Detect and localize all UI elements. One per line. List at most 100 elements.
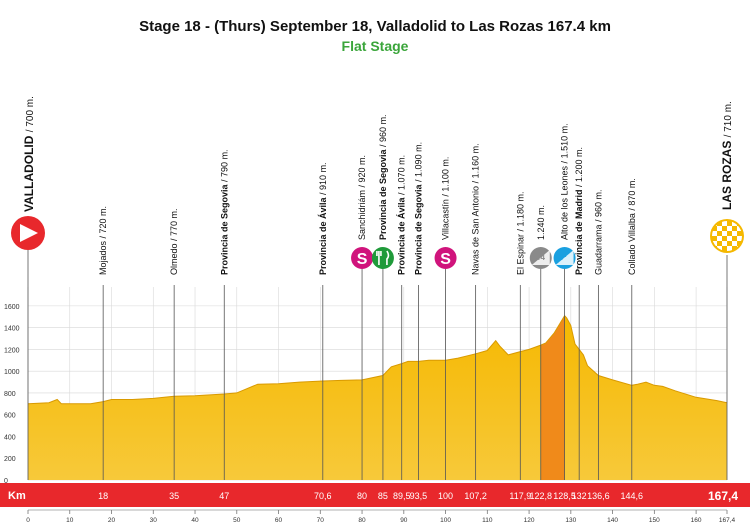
checker-square [717, 226, 722, 231]
waypoint-label: Provincia de Segovia / 1.090 m. [413, 142, 423, 275]
y-tick-label: 1200 [4, 347, 20, 354]
waypoint-label: Olmedo / 770 m. [169, 208, 179, 275]
cutlery-icon [376, 250, 390, 265]
y-axis: 0 200 400 600 800 1000 1200 1400 1600 [4, 304, 20, 485]
km-bar-background [0, 483, 750, 507]
waypoint-name: Provincia de Segovia [219, 182, 229, 275]
km-label: 132 [572, 491, 587, 501]
waypoint-name: Alto de los Leones [560, 163, 570, 240]
km-bar: Km 18 35 47 70,6 80 85 89,5 93,5 100 107,2 117,9122… [0, 483, 750, 507]
sprint-icon [434, 247, 457, 269]
km-label: 35 [169, 491, 179, 501]
x-tick-label: 10 [66, 517, 74, 524]
y-tick-label: 200 [4, 456, 16, 463]
stage-title: Stage 18 - (Thurs) September 18, Vallado… [139, 18, 611, 35]
waypoint-name: Villacastín [441, 197, 451, 240]
checker-square [732, 241, 737, 246]
waypoint-name: Guadarrama [593, 222, 603, 275]
km-label: 70,6 [314, 491, 332, 501]
waypoint-altitude: / 960 m. [378, 114, 388, 147]
waypoint-name: Provincia de Segovia [413, 182, 423, 275]
y-tick-label: 0 [4, 478, 8, 485]
y-tick-label: 1600 [4, 304, 20, 311]
climb-category-label: C/4 [533, 253, 546, 262]
sprint-icon-letter: S [357, 251, 368, 268]
finish-altitude: / 710 m. [723, 101, 734, 137]
waypoint-altitude: / 1.090 m. [413, 142, 423, 182]
x-tick-label: 160 [691, 517, 702, 524]
x-tick-label: 110 [482, 517, 493, 524]
x-tick-label: 150 [649, 517, 660, 524]
waypoint-markers: S S C/4 3ª [102, 247, 633, 480]
waypoint-label: 1.240 m. [536, 205, 546, 240]
checker-square [722, 221, 727, 226]
y-tick-label: 800 [4, 391, 16, 398]
x-tick-label: 90 [400, 517, 408, 524]
waypoint-altitude: / 1.200 m. [574, 147, 584, 187]
waypoint-label: Villacastín / 1.100 m. [441, 157, 451, 240]
checker-square [712, 241, 717, 246]
y-tick-label: 1000 [4, 369, 20, 376]
x-tick-label: 20 [108, 517, 116, 524]
x-tick-label: 167,4 [719, 517, 736, 524]
checker-square [727, 236, 732, 241]
waypoint-altitude: / 770 m. [169, 208, 179, 241]
km-label: 80 [357, 491, 367, 501]
waypoint-label: Provincia de Ávila / 1.070 m. [397, 155, 407, 275]
profile-area [27, 314, 728, 480]
km-label: 136,6 [587, 491, 610, 501]
x-tick-label: 70 [317, 517, 325, 524]
waypoint-name: Provincia de Segovia [378, 147, 388, 240]
climb-band [540, 315, 565, 480]
start-label: VALLADOLID / 700 m. [22, 96, 36, 212]
start-arrow-icon [20, 224, 38, 242]
waypoint-altitude: / 960 m. [593, 189, 603, 222]
climb-category-label: 3ª [559, 253, 566, 262]
start-name: VALLADOLID [22, 132, 36, 212]
x-tick-label: 80 [358, 517, 366, 524]
waypoint-altitude: / 870 m. [627, 178, 637, 211]
checker-square [727, 246, 732, 251]
mountain-icon [531, 250, 550, 265]
mountain-icon [555, 250, 574, 265]
x-tick-label: 100 [440, 517, 451, 524]
checker-square [727, 226, 732, 231]
waypoint-altitude: 1.240 m. [536, 205, 546, 240]
waypoint-name: Provincia de Ávila [318, 195, 328, 275]
x-tick-label: 0 [26, 517, 30, 524]
x-tick-label: 140 [607, 517, 618, 524]
waypoint-altitude: / 1.100 m. [441, 157, 451, 197]
checker-square [722, 241, 727, 246]
waypoint-label: Alto de los Leones / 1.510 m. [560, 123, 570, 240]
waypoint-name: Collado Villalba [627, 211, 637, 275]
km-label: 47 [219, 491, 229, 501]
waypoint-label: Guadarrama / 960 m. [593, 189, 603, 275]
waypoint-name: El Espinar [515, 231, 525, 275]
waypoint-label: Provincia de Madrid / 1.200 m. [574, 147, 584, 275]
checker-square [737, 226, 742, 231]
checker-square [722, 231, 727, 236]
feed-zone-icon [371, 247, 394, 269]
finish-label: LAS ROZAS / 710 m. [720, 101, 734, 210]
checker-square [732, 221, 737, 226]
x-tick-label: 120 [524, 517, 535, 524]
waypoint-altitude: / 790 m. [219, 149, 229, 182]
x-tick-label: 30 [150, 517, 158, 524]
sprint-icon-letter: S [440, 251, 451, 268]
profile-fill [28, 315, 727, 480]
km-label: 128,5 [553, 491, 576, 501]
waypoint-label: Provincia de Ávila / 910 m. [318, 162, 328, 275]
km-label: 122,8 [530, 491, 553, 501]
waypoint-altitude: / 1.510 m. [560, 123, 570, 163]
km-label: 117,9 [509, 491, 531, 501]
waypoint-altitude: / 1.070 m. [397, 155, 407, 195]
checkered-icon [712, 221, 742, 251]
checker-square [712, 231, 717, 236]
waypoint-altitude: / 720 m. [98, 206, 108, 239]
sprint-icon [351, 247, 374, 269]
waypoint-altitude: / 910 m. [318, 162, 328, 195]
waypoint-label: Navas de San Antonio / 1.160 m. [471, 143, 481, 275]
km-axis-label: Km [8, 490, 26, 502]
checker-square [732, 231, 737, 236]
